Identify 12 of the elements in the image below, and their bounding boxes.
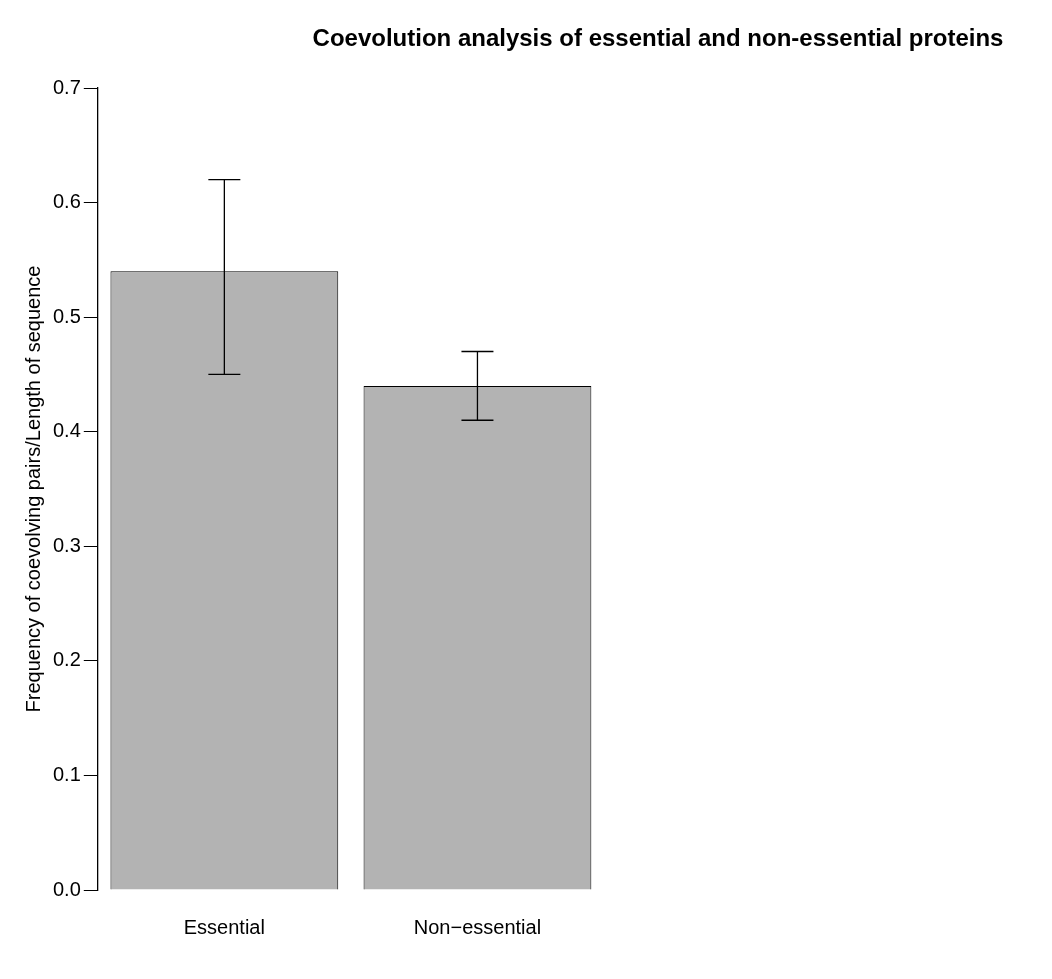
y-tick-label: 0.5 (52, 304, 81, 327)
y-tick-label: 0.1 (52, 762, 81, 785)
y-tick-label: 0.3 (52, 533, 81, 556)
x-tick-label: Non−essential (413, 915, 542, 938)
y-tick-label: 0.7 (52, 75, 81, 98)
y-axis-title: Frequency of coevolving pairs/Length of sequence (21, 265, 44, 713)
y-tick-label: 0.0 (52, 877, 81, 900)
y-tick-label: 0.6 (52, 190, 81, 213)
x-tick-label: Essential (183, 915, 265, 938)
y-tick-label: 0.2 (52, 648, 81, 671)
y-tick-label: 0.4 (52, 419, 81, 442)
text: Coevolution analysis of essential and non-essential proteins (311, 24, 1005, 52)
